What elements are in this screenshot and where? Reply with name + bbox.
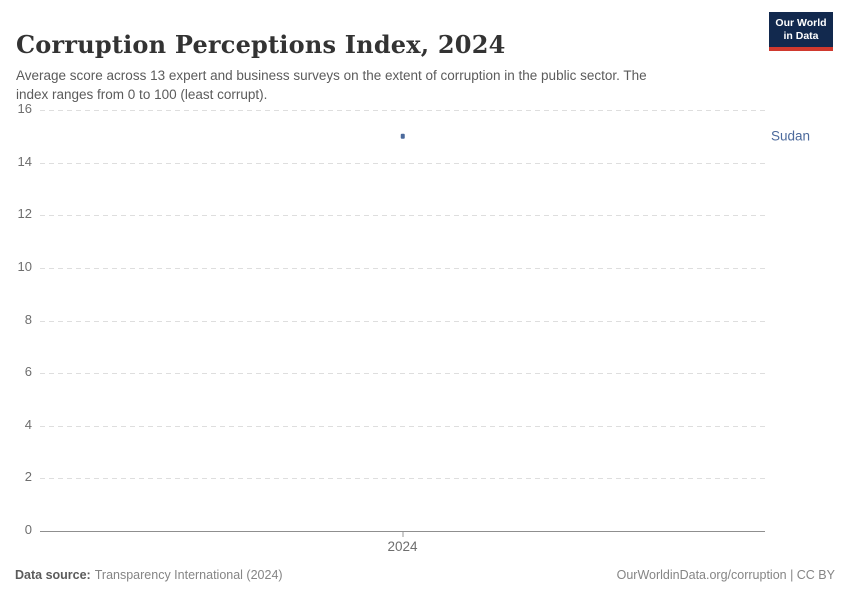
chart-footer: Data source: Transparency International (…	[0, 568, 850, 582]
entity-label-sudan[interactable]: Sudan	[771, 128, 811, 144]
owid-logo-line2: in Data	[783, 30, 819, 42]
y-tick-label: 6	[24, 364, 32, 380]
owid-logo-red-bar	[769, 47, 833, 51]
chart-title: Corruption Perceptions Index, 2024	[16, 30, 506, 60]
y-tick-label: 0	[24, 522, 32, 537]
x-axis-line	[40, 531, 765, 532]
y-gridline	[40, 215, 765, 217]
x-axis-tick-label: 2024	[387, 539, 418, 554]
y-gridline	[40, 320, 765, 322]
y-tick-label: 2	[24, 469, 32, 485]
chart-subtitle: Average score across 13 expert and busin…	[16, 67, 647, 102]
data-source-note: Data source: Transparency International (…	[15, 568, 283, 582]
owid-url-license-link[interactable]: OurWorldinData.org/corruption | CC BY	[616, 568, 835, 582]
y-tick-label: 4	[24, 416, 32, 432]
y-tick-label: 12	[17, 206, 32, 222]
data-point-sudan[interactable]	[400, 134, 405, 139]
y-gridline	[40, 425, 765, 427]
y-gridline	[40, 162, 765, 164]
y-gridline	[40, 110, 765, 111]
owid-logo[interactable]: Our World in Data	[769, 12, 833, 51]
y-gridline	[40, 267, 765, 269]
y-gridline	[40, 478, 765, 480]
y-tick-label: 8	[24, 311, 32, 327]
owid-logo-box: Our World in Data	[769, 12, 833, 47]
data-source-label: Data source:	[15, 568, 91, 582]
data-source-value: Transparency International (2024)	[94, 568, 283, 582]
y-tick-label: 14	[17, 153, 32, 169]
owid-logo-line1: Our World	[775, 17, 827, 29]
y-gridline	[40, 373, 765, 375]
y-tick-label: 10	[17, 258, 32, 274]
y-tick-label: 16	[17, 101, 32, 116]
x-axis-tick-mark	[402, 532, 403, 537]
